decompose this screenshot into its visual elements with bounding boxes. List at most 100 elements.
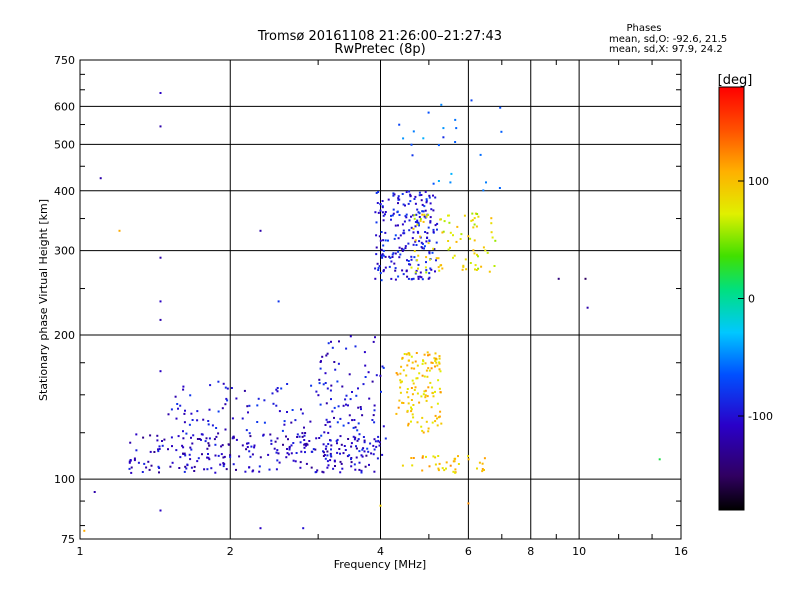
data-point (417, 263, 420, 266)
data-point (382, 249, 385, 252)
data-point (286, 383, 289, 385)
data-point (426, 395, 429, 398)
data-point (499, 106, 502, 109)
data-point (413, 256, 416, 259)
data-point (414, 240, 417, 243)
data-point (450, 172, 453, 175)
data-point (413, 389, 416, 391)
data-point (418, 191, 421, 194)
data-point (231, 437, 234, 440)
data-point (432, 395, 435, 398)
data-point (351, 419, 354, 422)
data-point (434, 270, 436, 273)
data-point (462, 265, 465, 268)
data-point (294, 460, 297, 463)
data-point (334, 465, 336, 467)
data-point (403, 353, 406, 355)
data-point (434, 365, 436, 368)
data-point (422, 210, 425, 213)
data-point (447, 240, 450, 242)
data-point (382, 270, 385, 273)
data-point (149, 434, 152, 437)
data-point (159, 256, 162, 259)
data-point (192, 434, 195, 437)
data-point (384, 266, 387, 269)
data-point (211, 424, 214, 427)
data-point (142, 436, 145, 439)
data-point (167, 448, 169, 451)
data-point (325, 402, 328, 405)
data-point (419, 271, 422, 274)
data-point (215, 427, 218, 429)
data-point (430, 208, 433, 211)
data-point (184, 409, 186, 412)
data-point (277, 300, 280, 303)
data-point (272, 402, 275, 405)
data-point (205, 437, 208, 440)
data-point (341, 385, 344, 388)
data-point (217, 380, 220, 383)
data-point (434, 352, 437, 355)
data-point (153, 451, 156, 453)
data-point (222, 456, 225, 459)
data-point (431, 421, 434, 424)
data-point (448, 221, 451, 224)
data-point (406, 391, 409, 394)
data-point (275, 388, 278, 391)
data-point (427, 277, 430, 280)
data-point (428, 465, 431, 468)
data-point (407, 424, 410, 427)
data-point (399, 381, 402, 384)
data-point (422, 431, 425, 434)
data-point (263, 421, 266, 424)
data-point (367, 450, 370, 453)
data-point (410, 226, 413, 229)
data-point (338, 448, 341, 450)
data-point (414, 225, 417, 228)
data-point (397, 195, 400, 198)
data-point (408, 353, 411, 356)
data-point (305, 462, 308, 465)
data-point (348, 454, 351, 457)
data-point (326, 387, 329, 390)
data-point (381, 253, 384, 256)
data-point (402, 402, 405, 404)
data-point (436, 228, 438, 231)
data-point (324, 382, 327, 384)
data-point (434, 359, 437, 362)
data-point (427, 367, 430, 370)
data-point (429, 258, 431, 261)
data-point (352, 435, 355, 438)
data-point (415, 244, 418, 246)
data-point (398, 246, 401, 249)
data-point (382, 269, 385, 272)
data-point (359, 406, 362, 408)
data-point (299, 461, 302, 464)
data-point (429, 221, 432, 224)
data-point (425, 199, 428, 202)
data-point (323, 454, 326, 456)
data-point (374, 211, 377, 214)
data-point (457, 463, 460, 465)
data-point (327, 431, 330, 434)
data-point (379, 504, 382, 507)
data-point (229, 454, 232, 457)
data-point (197, 457, 200, 460)
data-point (410, 399, 413, 401)
data-point (278, 461, 281, 464)
data-point (474, 268, 476, 271)
data-point (217, 454, 220, 457)
data-point (241, 417, 244, 420)
data-point (405, 213, 408, 216)
data-point (434, 357, 437, 360)
data-point (424, 362, 427, 365)
data-point (375, 246, 378, 249)
data-point (330, 398, 332, 401)
data-point (350, 442, 353, 445)
data-point (449, 181, 452, 184)
data-point (455, 240, 458, 243)
data-point (325, 445, 328, 448)
data-point (419, 275, 422, 278)
data-point (438, 355, 441, 358)
